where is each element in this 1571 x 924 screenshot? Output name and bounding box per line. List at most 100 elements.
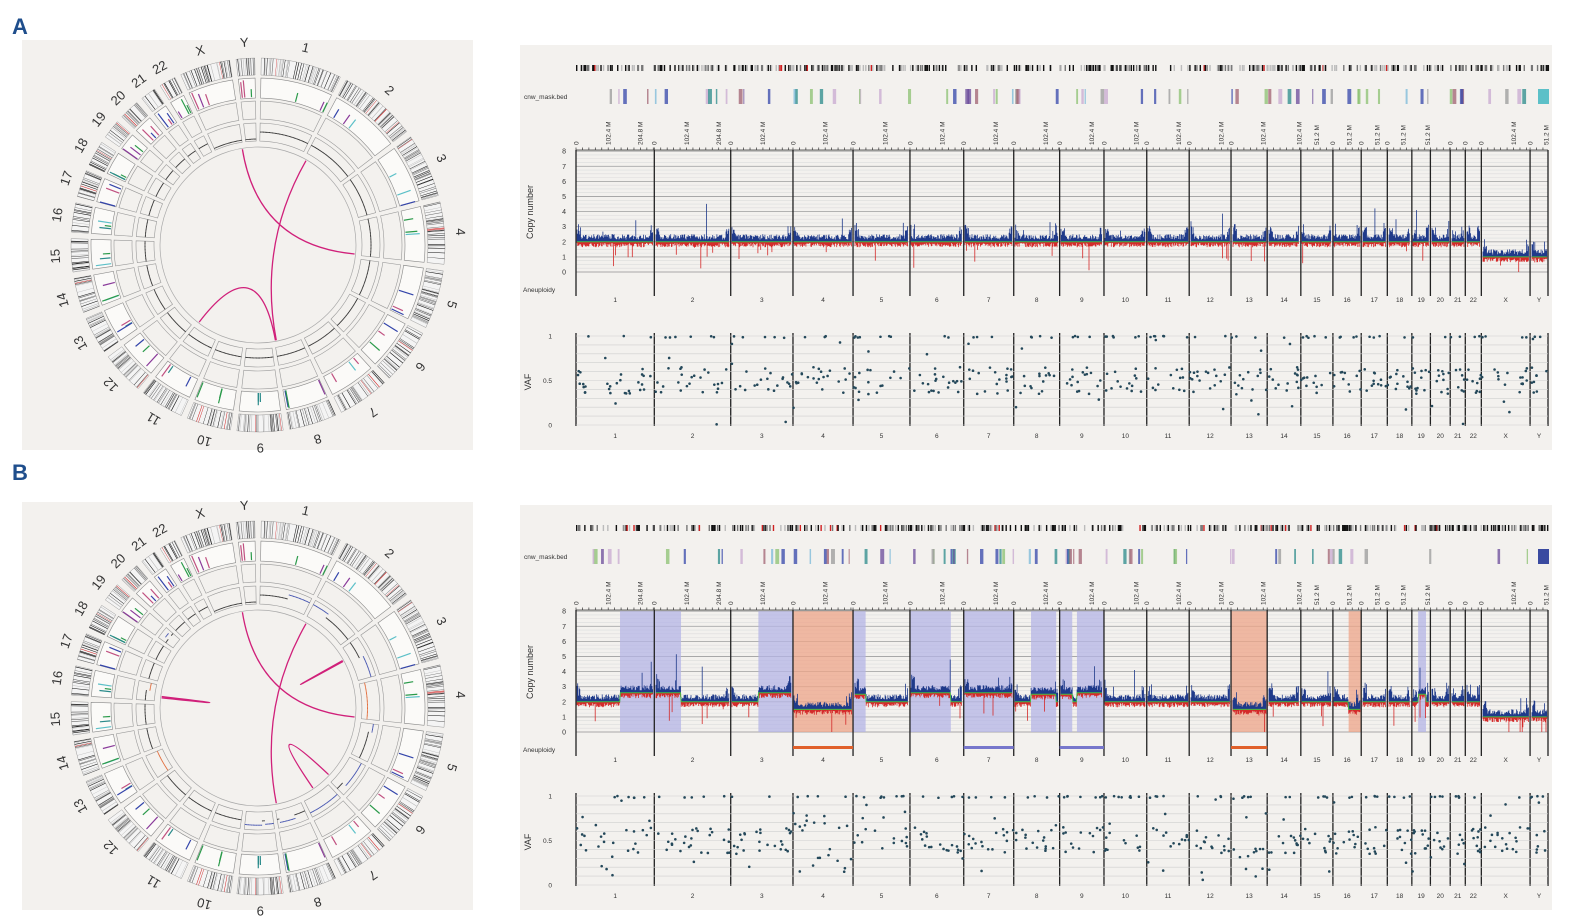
circos-ideogram-band [402, 334, 418, 344]
circos-mask-mark [102, 757, 119, 765]
circos-ideogram-band [278, 876, 281, 894]
circos-ideogram-band [207, 408, 213, 426]
vaf-point [857, 390, 861, 394]
ideogram-band [993, 65, 995, 71]
ideogram-band [900, 65, 902, 71]
circos-ideogram-band [263, 521, 265, 539]
ideogram-band [967, 525, 969, 531]
circos-ideogram-band [87, 777, 103, 785]
circos-ideogram-band [153, 848, 164, 864]
circos-ideogram-band [427, 239, 445, 240]
circos-ideogram-band [420, 294, 437, 301]
circos-ideogram-band [223, 875, 228, 892]
circos-ideogram-band [421, 192, 438, 198]
ideogram-band [981, 525, 984, 531]
circos-mask-mark [166, 575, 175, 587]
circos-cn-track-chr2 [306, 137, 356, 183]
circos-ideogram-band [236, 876, 240, 894]
circos-ideogram-band [398, 340, 413, 351]
ideogram-band [784, 525, 786, 531]
circos-chromosome-label: 10 [195, 895, 213, 913]
ideogram-band [1356, 65, 1359, 71]
vaf-point [1134, 336, 1137, 339]
vaf-point [1461, 422, 1465, 426]
circos-ideogram-band [252, 58, 254, 76]
cn-chromosome-label: 5 [880, 297, 884, 304]
circos-ideogram-band [316, 532, 324, 549]
cnw-track-label: cnw_mask.bed [524, 94, 568, 101]
vaf-point [1230, 336, 1234, 339]
ideogram-band [1477, 65, 1479, 71]
circos-ideogram-band [263, 58, 265, 76]
vaf-point [824, 334, 827, 338]
circos-ideogram-band [292, 874, 297, 892]
circos-mask-mark [97, 683, 112, 687]
vaf-point [1372, 379, 1375, 383]
ideogram-band [657, 65, 659, 71]
circos-cn-track-chr13 [145, 748, 173, 778]
vaf-chromosome-label: 22 [1470, 433, 1478, 440]
circos-ideogram-band [82, 180, 99, 187]
ideogram-band [1429, 65, 1431, 71]
ideogram-band [692, 65, 694, 71]
vaf-point [812, 377, 815, 380]
vaf-point [1340, 370, 1344, 374]
ideogram-band [932, 525, 934, 531]
circos-ideogram-band [247, 877, 249, 895]
vaf-point [1370, 384, 1374, 387]
ideogram-band [1126, 65, 1128, 71]
circos-ideogram-band [124, 113, 137, 127]
circos-mask-mark [105, 650, 120, 657]
circos-ideogram-band [126, 111, 140, 124]
circos-ideogram-band [98, 146, 114, 157]
ideogram-band [745, 525, 747, 531]
ideogram-band [1196, 65, 1198, 71]
vaf-chromosome-label: 1 [613, 433, 617, 440]
circos-chromosome-label: 12 [100, 837, 121, 858]
circos-ideogram-band [148, 845, 159, 860]
cnw-mask-mark [1295, 89, 1300, 104]
vaf-point [1314, 374, 1317, 378]
circos-mask-mark [242, 543, 246, 561]
circos-ideogram-band [221, 411, 226, 429]
circos-track-chr8 [279, 822, 319, 851]
vaf-point [1295, 380, 1299, 384]
vaf-point [1305, 376, 1309, 379]
vaf-point [1228, 366, 1231, 369]
circos-ideogram-band [95, 328, 111, 338]
vaf-point [918, 373, 922, 377]
circos-ideogram-band [217, 410, 222, 428]
ideogram-band [830, 65, 833, 71]
ideogram-band [859, 65, 861, 71]
ideogram-band [848, 65, 850, 71]
circos-ideogram-band [198, 406, 205, 423]
vaf-chromosome-label: 5 [880, 433, 884, 440]
circos-ideogram-band [238, 58, 241, 76]
vaf-point [1441, 369, 1444, 373]
vaf-point [1014, 405, 1018, 409]
circos-ideogram-band [117, 820, 131, 833]
circos-ideogram-band [190, 533, 198, 550]
circos-track-chr13 [125, 757, 155, 791]
circos-ideogram-band [419, 651, 437, 657]
cnw-mask-mark [793, 89, 796, 104]
ideogram-band [586, 65, 588, 71]
circos-ideogram-band [402, 146, 418, 156]
circos-ideogram-band [112, 351, 126, 363]
ideogram-band [921, 65, 924, 71]
vaf-point [1206, 371, 1210, 375]
circos-mask-mark [105, 187, 120, 194]
circos-mask-mark [185, 376, 192, 387]
ideogram-strip [576, 65, 1550, 71]
circos-ideogram-band [217, 873, 222, 891]
circos-ideogram-band [362, 560, 374, 575]
vaf-point [753, 384, 756, 387]
circos-ideogram-band [112, 127, 126, 139]
circos-cn-track-chr12 [159, 306, 192, 340]
vaf-point [933, 373, 937, 376]
circos-ideogram-band [329, 538, 338, 555]
circos-ideogram-band [357, 382, 369, 397]
ideogram-band [1343, 65, 1345, 71]
cnw-mask-mark [1081, 89, 1084, 104]
vaf-point [677, 381, 680, 384]
